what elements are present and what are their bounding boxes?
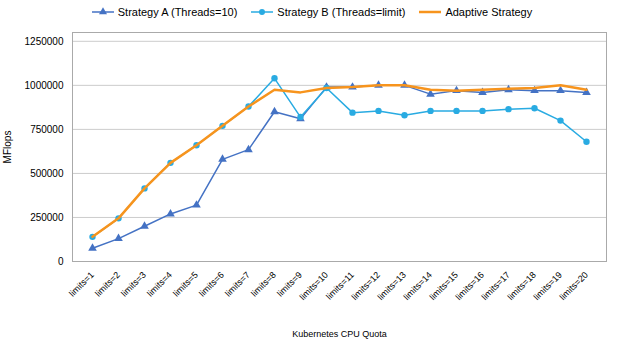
html-text:Adaptive Strategy: Adaptive Strategy [445,6,533,18]
svg-text:limits=20: limits=20 [558,270,590,302]
svg-text:Kubernetes CPU Quota: Kubernetes CPU Quota [292,329,387,339]
svg-text:750000: 750000 [30,124,64,135]
svg-text:limits=18: limits=18 [505,269,538,303]
svg-text:limits=15: limits=15 [427,269,460,303]
html-text:Strategy A (Threads=10): Strategy A (Threads=10) [117,6,238,18]
svg-text:limits=19: limits=19 [531,269,564,303]
svg-text:250000: 250000 [30,212,64,223]
svg-text:limits=1: limits=1 [67,270,96,299]
svg-text:limits=14: limits=14 [401,269,434,303]
svg-text:limits=12: limits=12 [349,269,382,303]
svg-text:limits=13: limits=13 [375,269,408,303]
svg-text:limits=11: limits=11 [324,269,356,302]
svg-text:limits=5: limits=5 [171,270,200,299]
svg-text:MFlops: MFlops [2,131,13,164]
svg-text:limits=16: limits=16 [453,269,486,303]
svg-text:limits=3: limits=3 [119,270,148,299]
svg-text:limits=7: limits=7 [223,270,252,299]
svg-text:limits=4: limits=4 [145,270,174,299]
svg-text:0: 0 [58,256,64,267]
html-text:Strategy B (Threads=limit): Strategy B (Threads=limit) [277,6,406,18]
svg-text:limits=10: limits=10 [298,270,330,302]
svg-text:limits=8: limits=8 [249,270,278,299]
svg-text:1250000: 1250000 [25,36,64,47]
svg-text:1000000: 1000000 [25,80,64,91]
svg-text:limits=6: limits=6 [197,270,226,299]
svg-text:limits=9: limits=9 [275,269,304,299]
svg-text:limits=2: limits=2 [93,270,122,299]
svg-text:limits=17: limits=17 [479,269,512,303]
svg-text:500000: 500000 [30,168,64,179]
